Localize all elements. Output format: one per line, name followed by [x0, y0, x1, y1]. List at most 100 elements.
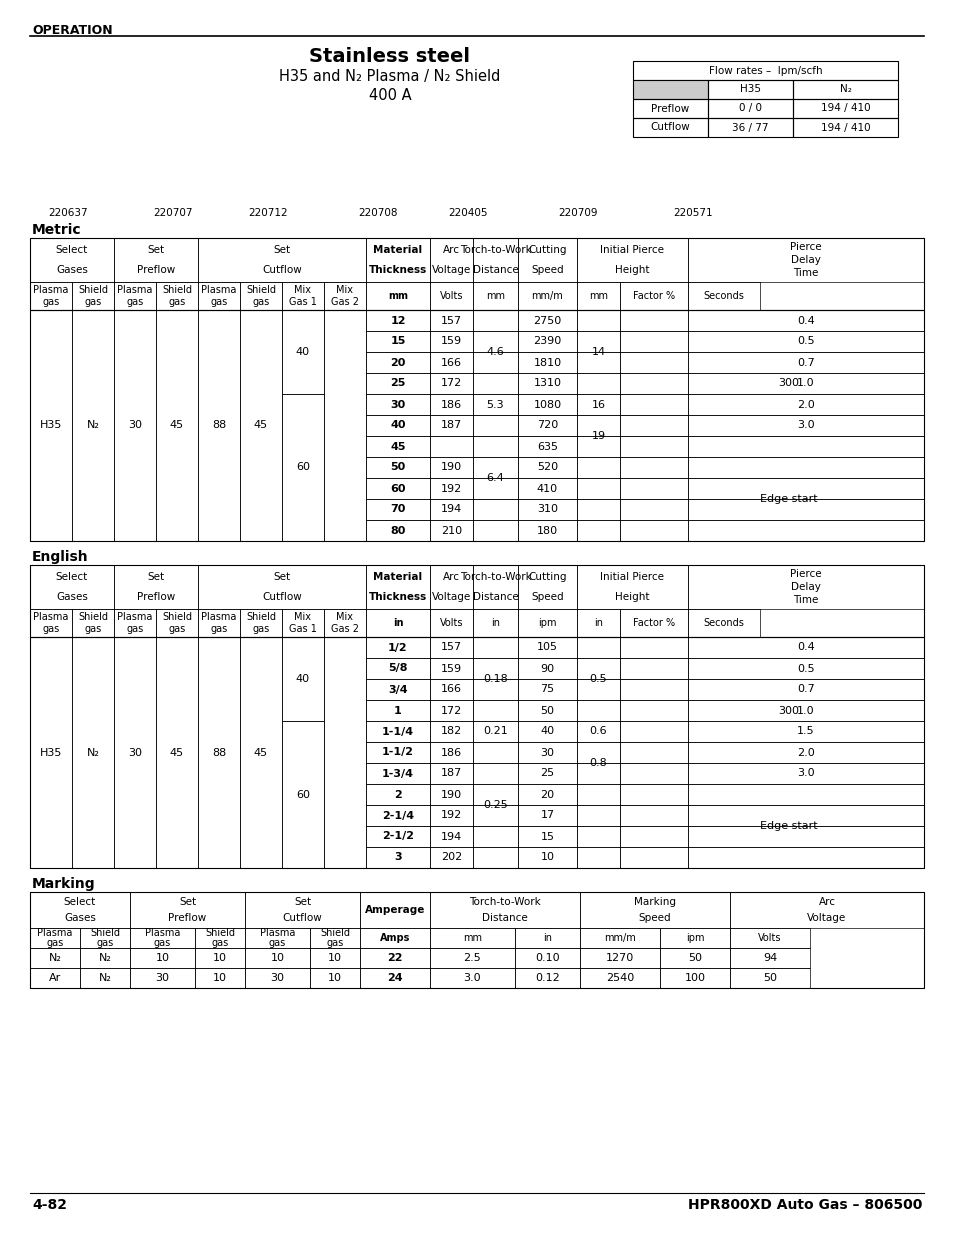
- Text: 15: 15: [540, 831, 554, 841]
- Bar: [430, 436, 473, 457]
- Text: 50: 50: [540, 705, 554, 715]
- Bar: [619, 457, 687, 478]
- Bar: [473, 658, 517, 679]
- Text: Preflow: Preflow: [136, 264, 175, 274]
- Bar: [282, 637, 324, 721]
- Bar: [517, 415, 577, 436]
- Bar: [517, 805, 577, 826]
- Text: 45: 45: [170, 747, 184, 757]
- Text: 88: 88: [212, 420, 226, 431]
- Text: 220637: 220637: [49, 207, 88, 219]
- Text: 220709: 220709: [558, 207, 598, 219]
- Text: Cutting: Cutting: [528, 246, 566, 256]
- Bar: [430, 721, 473, 742]
- Bar: [577, 658, 619, 679]
- Bar: [473, 238, 517, 282]
- Bar: [430, 564, 473, 609]
- Bar: [130, 968, 194, 988]
- Text: Gas 1: Gas 1: [289, 625, 316, 635]
- Bar: [366, 721, 430, 742]
- Text: 166: 166: [440, 357, 461, 368]
- Text: 220708: 220708: [358, 207, 397, 219]
- Bar: [473, 436, 517, 457]
- Bar: [282, 394, 324, 541]
- Text: 3.0: 3.0: [797, 420, 814, 431]
- Bar: [473, 826, 517, 847]
- Text: ipm: ipm: [685, 932, 703, 944]
- Bar: [577, 282, 619, 310]
- Bar: [366, 373, 430, 394]
- Text: 182: 182: [440, 726, 461, 736]
- Text: Plasma: Plasma: [117, 284, 152, 295]
- Text: 190: 190: [440, 789, 461, 799]
- Text: 94: 94: [762, 953, 777, 963]
- Bar: [113, 238, 198, 282]
- Text: 1080: 1080: [533, 399, 561, 410]
- Text: Select: Select: [56, 246, 88, 256]
- Bar: [430, 826, 473, 847]
- Text: 24: 24: [387, 973, 402, 983]
- Text: 30: 30: [540, 747, 554, 757]
- Text: Plasma: Plasma: [37, 929, 72, 939]
- Text: 0.7: 0.7: [797, 357, 814, 368]
- Text: Set: Set: [274, 573, 291, 583]
- Text: 186: 186: [440, 399, 461, 410]
- Bar: [324, 609, 366, 637]
- Bar: [71, 609, 113, 637]
- Bar: [282, 609, 324, 637]
- Text: 2.0: 2.0: [797, 747, 814, 757]
- Bar: [577, 847, 619, 868]
- Text: in: in: [393, 618, 403, 629]
- Bar: [517, 784, 577, 805]
- Text: gas: gas: [253, 625, 270, 635]
- Text: 400 A: 400 A: [368, 88, 411, 103]
- Bar: [80, 927, 130, 948]
- Bar: [619, 679, 687, 700]
- Text: N₂: N₂: [49, 953, 61, 963]
- Text: Delay: Delay: [790, 254, 821, 266]
- Text: Distance: Distance: [481, 913, 527, 923]
- Text: gas: gas: [126, 298, 144, 308]
- Text: gas: gas: [212, 937, 229, 947]
- Text: 40: 40: [295, 347, 310, 357]
- Text: 194: 194: [440, 505, 461, 515]
- Bar: [366, 826, 430, 847]
- Bar: [240, 310, 282, 541]
- Bar: [517, 658, 577, 679]
- Bar: [687, 637, 923, 658]
- Text: 192: 192: [440, 810, 461, 820]
- Bar: [366, 310, 430, 331]
- Bar: [245, 927, 310, 948]
- Bar: [687, 658, 923, 679]
- Text: Cutflow: Cutflow: [262, 592, 301, 601]
- Text: Preflow: Preflow: [651, 104, 689, 114]
- Text: Plasma: Plasma: [33, 611, 69, 621]
- Bar: [707, 119, 792, 137]
- Bar: [430, 847, 473, 868]
- Text: 220712: 220712: [248, 207, 288, 219]
- Bar: [473, 394, 517, 415]
- Text: Arc: Arc: [442, 573, 459, 583]
- Bar: [30, 564, 113, 609]
- Bar: [359, 892, 430, 927]
- Text: Torch-to-Work: Torch-to-Work: [459, 246, 531, 256]
- Bar: [430, 310, 473, 331]
- Text: 2390: 2390: [533, 336, 561, 347]
- Text: 190: 190: [440, 462, 461, 473]
- Text: mm/m: mm/m: [531, 291, 563, 301]
- Bar: [579, 948, 659, 968]
- Bar: [517, 721, 577, 742]
- Text: N₂: N₂: [87, 747, 99, 757]
- Bar: [113, 609, 156, 637]
- Bar: [240, 637, 282, 868]
- Bar: [156, 637, 198, 868]
- Bar: [366, 637, 430, 658]
- Text: mm: mm: [588, 291, 607, 301]
- Text: 10: 10: [540, 852, 554, 862]
- Text: 220405: 220405: [448, 207, 487, 219]
- Bar: [687, 394, 923, 415]
- Bar: [473, 331, 517, 352]
- Bar: [310, 948, 359, 968]
- Bar: [30, 637, 923, 868]
- Bar: [473, 805, 517, 826]
